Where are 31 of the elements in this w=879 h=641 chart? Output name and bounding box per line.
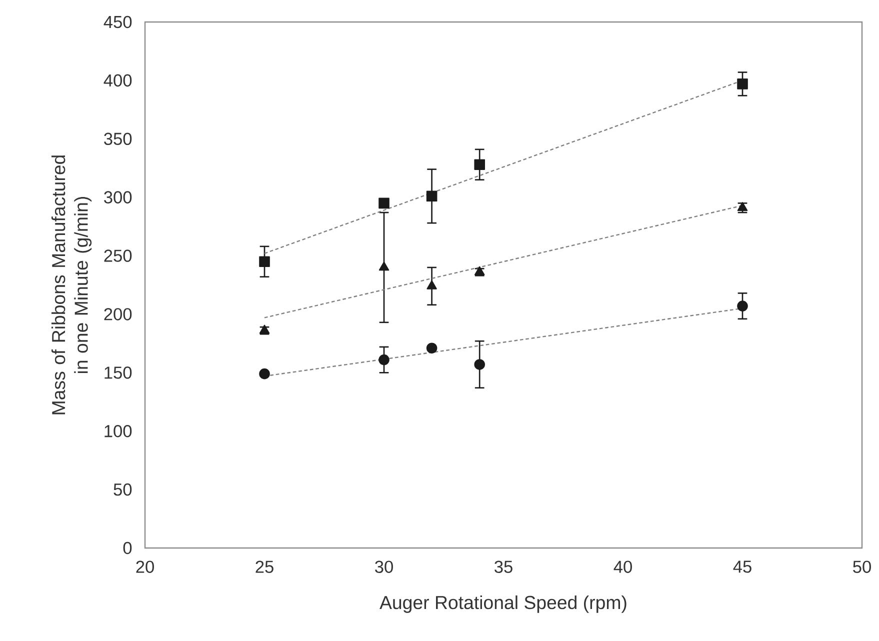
x-tick-label: 35 bbox=[494, 560, 512, 573]
point bbox=[474, 359, 485, 370]
y-axis-title: Mass of Ribbons Manufactured in one Minute (g/min) bbox=[51, 156, 92, 414]
point bbox=[378, 354, 390, 366]
x-tick-label: 50 bbox=[853, 560, 871, 573]
x-tick-label: 30 bbox=[375, 560, 393, 573]
y-tick-label: 50 bbox=[114, 483, 132, 496]
y-tick-label: 200 bbox=[104, 308, 132, 320]
point bbox=[378, 198, 390, 209]
x-tick-label: 20 bbox=[136, 560, 154, 573]
point bbox=[259, 368, 270, 380]
point bbox=[737, 300, 748, 312]
x-tick-label: 25 bbox=[256, 560, 274, 573]
x-tick-label: 45 bbox=[733, 560, 752, 573]
point bbox=[259, 256, 270, 268]
y-tick-label: 250 bbox=[104, 250, 132, 262]
y-tick-label: 450 bbox=[104, 16, 132, 28]
point bbox=[426, 190, 438, 202]
point bbox=[737, 78, 748, 90]
point bbox=[378, 262, 390, 271]
point bbox=[426, 342, 438, 354]
y-tick-label: 100 bbox=[104, 424, 132, 438]
y-tick-label: 0 bbox=[123, 542, 132, 554]
point bbox=[426, 280, 437, 290]
y-tick-label: 400 bbox=[104, 74, 132, 87]
y-tick-label: 150 bbox=[104, 366, 132, 379]
x-tick-label: 40 bbox=[614, 560, 632, 573]
x-axis-title: Auger Rotational Speed (rpm) bbox=[380, 595, 626, 613]
y-tick-label: 300 bbox=[104, 191, 132, 204]
y-tick-label: 350 bbox=[104, 132, 132, 146]
point bbox=[474, 159, 485, 170]
